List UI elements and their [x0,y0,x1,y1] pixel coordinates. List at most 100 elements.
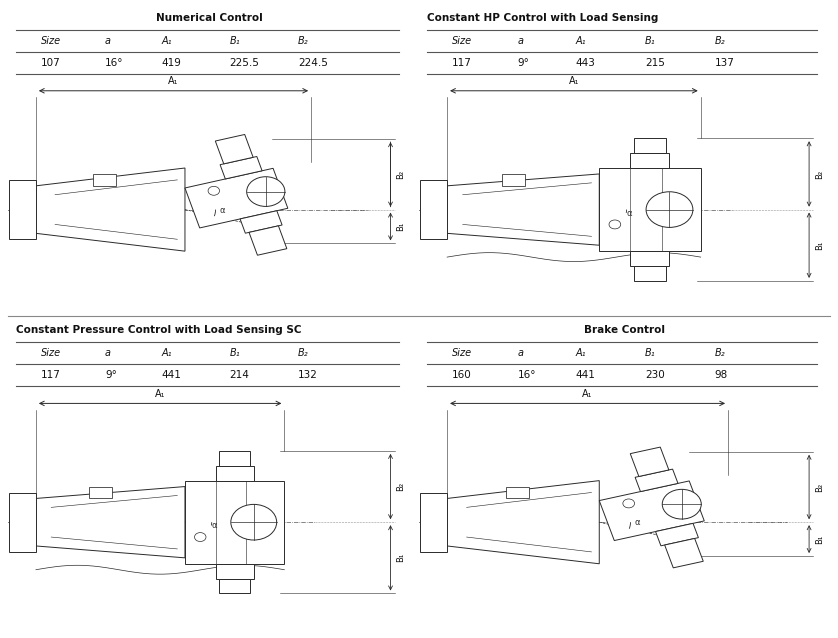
Text: Size: Size [452,348,472,359]
Text: 215: 215 [645,57,665,68]
Polygon shape [215,135,253,164]
Bar [0,198,5,221]
Bar [220,579,250,593]
Bar [90,487,112,498]
Bar [634,266,665,281]
Bar [215,564,254,579]
Text: B₂: B₂ [815,169,825,179]
Text: B₂: B₂ [396,482,406,491]
Text: α: α [634,518,640,527]
Text: 16°: 16° [518,370,536,380]
Text: a: a [518,348,524,359]
Bar [9,493,36,552]
Text: 98: 98 [715,370,728,380]
Bar [0,510,5,534]
Polygon shape [655,523,698,546]
Bar [599,168,701,251]
Text: a: a [105,36,111,46]
Text: A₁: A₁ [575,348,586,359]
Text: 107: 107 [40,57,60,68]
Text: B₂: B₂ [815,482,825,491]
Bar [220,451,250,466]
Text: B₁: B₁ [230,348,241,359]
Circle shape [646,192,693,227]
Text: 441: 441 [575,370,595,380]
Text: Numerical Control: Numerical Control [156,13,263,22]
Text: Size: Size [452,36,472,46]
Polygon shape [665,538,703,568]
Text: B₂: B₂ [298,36,308,46]
Circle shape [194,533,206,542]
Bar [505,487,529,498]
Polygon shape [249,226,287,255]
Text: 224.5: 224.5 [298,57,328,68]
Text: Brake Control: Brake Control [584,325,665,335]
Text: 443: 443 [575,57,595,68]
Bar [365,514,389,531]
Text: a: a [105,348,111,359]
Polygon shape [185,168,287,228]
Polygon shape [36,487,185,558]
Circle shape [208,186,220,195]
Text: 225.5: 225.5 [230,57,260,68]
Polygon shape [447,174,599,245]
Text: 117: 117 [452,57,472,68]
Text: B₁: B₁ [815,241,825,250]
Text: α: α [627,209,632,218]
Text: A₁: A₁ [575,36,586,46]
Text: B₂: B₂ [396,170,406,179]
Text: 9°: 9° [518,57,530,68]
Text: α: α [220,205,225,214]
Bar [630,251,670,266]
Polygon shape [635,469,678,491]
Text: 419: 419 [161,57,181,68]
Text: 16°: 16° [105,57,123,68]
Text: 214: 214 [230,370,250,380]
Text: B₁: B₁ [396,222,406,231]
Circle shape [246,177,285,207]
Circle shape [365,201,389,218]
Text: A₁: A₁ [168,76,178,86]
Polygon shape [36,168,185,251]
Text: 230: 230 [645,370,665,380]
Text: A₁: A₁ [161,36,172,46]
Text: B₁: B₁ [645,348,655,359]
Text: 9°: 9° [105,370,116,380]
Text: 441: 441 [161,370,181,380]
Bar [365,201,389,218]
Circle shape [609,220,621,229]
Bar [420,180,447,239]
Text: 132: 132 [298,370,318,380]
Polygon shape [241,211,282,234]
Polygon shape [220,156,262,179]
Bar [389,198,416,221]
Text: α: α [212,521,217,530]
Text: B₂: B₂ [715,36,725,46]
Bar [502,174,525,186]
Text: B₁: B₁ [230,36,241,46]
Text: 137: 137 [715,57,735,68]
Text: Constant HP Control with Load Sensing: Constant HP Control with Load Sensing [427,13,659,22]
Text: A₁: A₁ [569,76,579,86]
Text: Constant Pressure Control with Load Sensing SC: Constant Pressure Control with Load Sens… [17,325,302,335]
Bar [420,493,447,552]
Circle shape [662,489,701,519]
Bar [9,180,36,239]
Text: B₂: B₂ [298,348,308,359]
Bar [215,466,254,480]
Bar [634,138,665,153]
Text: B₂: B₂ [715,348,725,359]
Text: Size: Size [40,348,60,359]
Text: B₁: B₁ [645,36,655,46]
Polygon shape [599,481,704,540]
Bar [389,510,416,534]
Text: A₁: A₁ [155,389,165,399]
Text: A₁: A₁ [582,389,592,399]
Text: B₁: B₁ [396,553,406,563]
Circle shape [230,505,277,540]
Polygon shape [630,447,669,477]
Text: 117: 117 [40,370,60,380]
Circle shape [623,499,634,508]
Text: A₁: A₁ [161,348,172,359]
Bar [630,153,670,168]
